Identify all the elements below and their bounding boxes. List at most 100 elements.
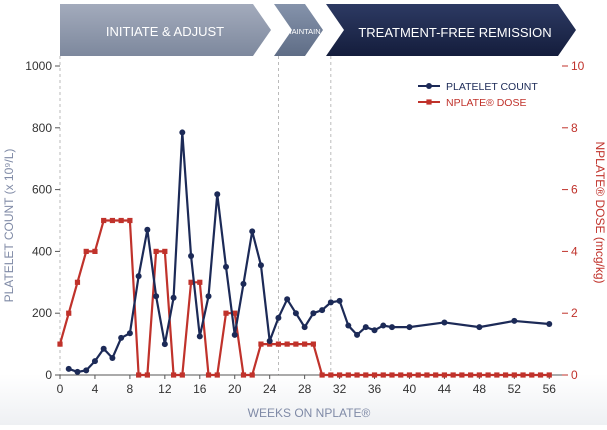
y-tick-label: 1000 [25, 59, 52, 73]
dose-point [205, 372, 212, 378]
dose-point [424, 372, 430, 378]
dose-point [267, 341, 273, 347]
dose-point [109, 217, 116, 224]
dose-point [459, 372, 465, 378]
series-line-platelet-count [68, 131, 550, 374]
dose-point [363, 372, 369, 378]
platelet-point [205, 293, 212, 300]
dose-point [249, 372, 255, 378]
platelet-point [118, 334, 125, 341]
platelet-point [292, 310, 299, 317]
y2-tick-label: 10 [571, 59, 585, 73]
dose-point [258, 341, 264, 347]
dose-point [345, 372, 351, 378]
platelet-point [83, 367, 90, 374]
platelet-point [109, 355, 116, 362]
dose-point [188, 279, 194, 285]
dose-point [302, 341, 308, 347]
y2-tick-label: 8 [571, 121, 578, 135]
platelet-point [126, 330, 133, 337]
dose-point [92, 248, 98, 254]
legend-dose-label: NPLATE® DOSE [446, 97, 526, 109]
x-tick-label: 16 [193, 382, 207, 396]
y2-tick-label: 0 [571, 368, 578, 382]
x-axis-label: WEEKS ON NPLATE® [248, 406, 371, 420]
platelet-point [546, 321, 553, 328]
dose-point [57, 341, 63, 347]
dose-point [468, 372, 474, 378]
dose-point [511, 372, 517, 378]
phase-label-initiate-adjust: INITIATE & ADJUST [106, 24, 224, 39]
dose-point [293, 341, 299, 347]
legend-platelet-marker [426, 83, 432, 89]
y2-tick-label: 4 [571, 244, 578, 258]
dose-point [406, 372, 413, 378]
dose-point [170, 372, 177, 378]
dose-point [415, 372, 421, 378]
dose-point [101, 217, 107, 224]
platelet-point [336, 297, 343, 304]
dose-point [144, 372, 150, 378]
platelet-point [170, 294, 177, 301]
dose-point [118, 217, 124, 224]
platelet-point [284, 296, 291, 303]
x-tick-label: 32 [333, 382, 347, 396]
dose-point [529, 372, 535, 378]
x-tick-label: 44 [438, 382, 452, 396]
x-tick-label: 0 [57, 382, 64, 396]
platelet-point [476, 324, 483, 331]
dose-point [476, 372, 482, 378]
x-tick-label: 24 [263, 382, 277, 396]
platelet-point [310, 310, 317, 317]
dose-point [450, 372, 456, 378]
dose-point [494, 372, 500, 378]
dose-point [433, 372, 439, 378]
y2-tick-label: 6 [571, 183, 578, 197]
dose-point [310, 341, 316, 347]
dose-point [328, 372, 334, 378]
dose-point [537, 372, 544, 378]
phase-treatment-free-remission-arrow [326, 4, 576, 56]
platelet-point [266, 338, 273, 345]
platelet-point [100, 345, 107, 352]
x-tick-label: 12 [158, 382, 172, 396]
dose-point [83, 248, 89, 254]
dose-point [336, 372, 343, 378]
y-tick-label: 200 [32, 306, 52, 320]
platelet-point [441, 319, 448, 326]
x-tick-label: 28 [298, 382, 312, 396]
dose-point [223, 310, 229, 316]
dose-point [284, 341, 290, 347]
platelet-point [319, 307, 326, 314]
x-tick-label: 40 [403, 382, 417, 396]
phase-label-maintain: MAINTAIN [285, 27, 320, 36]
platelet-point [223, 263, 229, 270]
phase-maintain-arrow [274, 4, 323, 56]
x-tick-label: 8 [127, 382, 134, 396]
dose-point [74, 279, 81, 285]
dose-point [546, 372, 552, 378]
dose-point [240, 372, 247, 378]
y-tick-label: 800 [32, 121, 52, 135]
platelet-point [179, 129, 186, 136]
platelet-point [301, 324, 308, 331]
dose-point [66, 310, 72, 316]
y-tick-label: 0 [45, 368, 52, 382]
legend-platelet-label: PLATELET COUNT [446, 81, 538, 93]
platelet-point [153, 293, 160, 300]
platelet-point [275, 314, 282, 321]
platelet-point [511, 317, 518, 324]
dose-point [153, 248, 159, 254]
x-tick-label: 52 [508, 382, 522, 396]
phase-initiate-adjust-arrow [60, 4, 271, 56]
x-tick-label: 56 [543, 382, 557, 396]
y-axis-label: PLATELET COUNT (x 10⁹/L) [2, 149, 16, 303]
dose-point [319, 372, 325, 378]
dose-point [214, 372, 220, 378]
x-tick-label: 36 [368, 382, 382, 396]
platelet-point [91, 358, 98, 365]
platelet-point [188, 253, 195, 260]
dose-point [197, 279, 203, 285]
platelet-point [406, 324, 413, 331]
